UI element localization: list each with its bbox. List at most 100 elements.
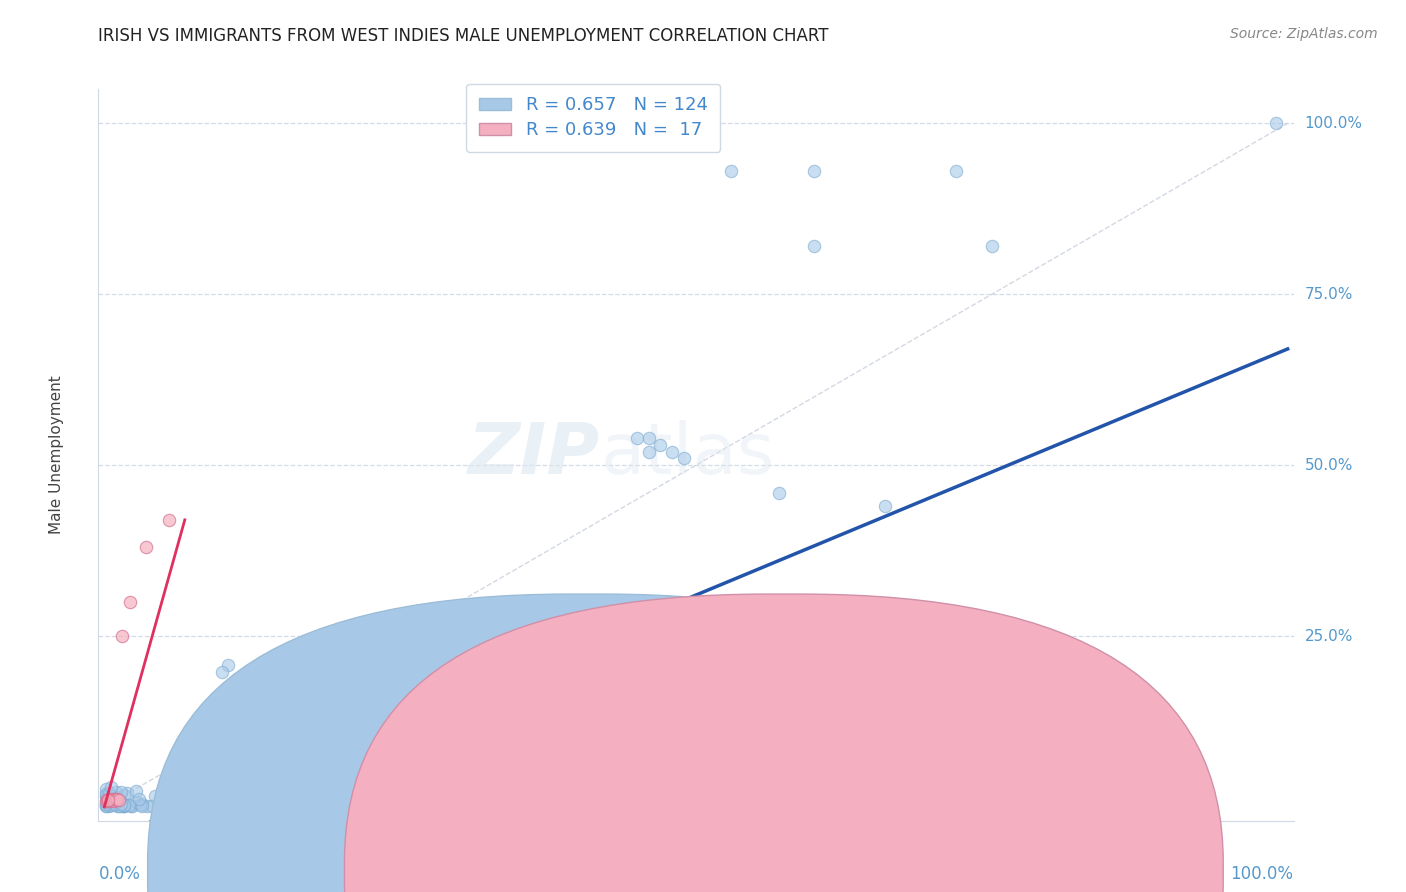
Point	[673, 451, 696, 466]
Point	[94, 797, 117, 811]
Point	[108, 798, 131, 813]
Point	[153, 797, 176, 812]
Point	[111, 629, 134, 643]
Point	[98, 795, 121, 809]
Point	[100, 791, 122, 805]
Text: 25.0%: 25.0%	[1305, 629, 1353, 643]
Point	[353, 704, 375, 718]
Point	[723, 693, 745, 707]
Point	[136, 799, 159, 814]
Text: 50.0%: 50.0%	[1305, 458, 1353, 473]
Point	[127, 795, 149, 809]
Point	[112, 799, 135, 814]
Point	[156, 795, 179, 809]
Point	[105, 793, 128, 807]
Point	[321, 771, 343, 785]
Point	[98, 799, 121, 814]
Text: ZIP: ZIP	[468, 420, 600, 490]
Point	[356, 756, 378, 770]
Point	[97, 795, 120, 809]
Point	[94, 786, 117, 800]
Point	[103, 794, 125, 808]
Point	[128, 797, 150, 812]
Point	[637, 431, 659, 445]
Point	[114, 799, 136, 814]
Point	[104, 791, 127, 805]
Point	[103, 789, 125, 804]
Text: Source: ZipAtlas.com: Source: ZipAtlas.com	[1230, 27, 1378, 41]
Point	[148, 796, 170, 810]
Point	[472, 649, 495, 664]
Point	[803, 239, 825, 253]
Point	[100, 793, 122, 807]
Point	[652, 739, 675, 753]
Point	[543, 595, 565, 609]
Point	[321, 714, 343, 728]
Text: atlas: atlas	[600, 420, 775, 490]
Point	[110, 785, 132, 799]
Point	[307, 731, 329, 746]
Point	[96, 791, 118, 805]
Point	[100, 790, 122, 805]
Point	[637, 444, 659, 458]
Point	[508, 608, 530, 623]
Point	[117, 786, 139, 800]
Point	[366, 687, 388, 701]
Point	[94, 781, 117, 796]
Point	[269, 660, 291, 674]
Point	[101, 797, 124, 811]
Text: Male Unemployment: Male Unemployment	[49, 376, 65, 534]
Point	[131, 797, 153, 812]
Point	[768, 485, 790, 500]
Point	[96, 797, 118, 812]
Point	[720, 164, 742, 178]
Point	[527, 691, 550, 706]
Point	[167, 793, 190, 807]
Point	[94, 797, 117, 812]
Point	[98, 793, 121, 807]
Point	[97, 791, 120, 805]
Text: 75.0%: 75.0%	[1305, 286, 1353, 301]
Point	[103, 795, 125, 809]
Point	[96, 793, 118, 807]
Text: 0.0%: 0.0%	[98, 864, 141, 882]
Point	[145, 789, 167, 803]
Point	[101, 795, 124, 809]
Text: 100.0%: 100.0%	[1230, 864, 1294, 882]
Point	[97, 793, 120, 807]
Point	[105, 799, 128, 814]
Point	[105, 789, 128, 804]
Text: IRISH VS IMMIGRANTS FROM WEST INDIES MALE UNEMPLOYMENT CORRELATION CHART: IRISH VS IMMIGRANTS FROM WEST INDIES MAL…	[98, 27, 830, 45]
Point	[105, 791, 128, 805]
Point	[626, 431, 648, 445]
Point	[330, 718, 353, 732]
Point	[104, 797, 127, 811]
Point	[94, 799, 117, 814]
Point	[105, 785, 128, 799]
Point	[328, 784, 350, 798]
Point	[322, 696, 344, 710]
Text: 100.0%: 100.0%	[1305, 116, 1362, 131]
Point	[1264, 116, 1286, 130]
Point	[135, 540, 157, 554]
Point	[112, 799, 135, 814]
Point	[94, 799, 117, 814]
Point	[108, 796, 131, 810]
Point	[540, 664, 562, 678]
Point	[112, 789, 135, 803]
Point	[425, 663, 447, 677]
Point	[735, 751, 758, 765]
Point	[131, 799, 153, 814]
Point	[112, 798, 135, 813]
Legend: R = 0.657   N = 124, R = 0.639   N =  17: R = 0.657 N = 124, R = 0.639 N = 17	[465, 84, 720, 153]
Point	[392, 773, 415, 788]
Point	[346, 698, 368, 712]
Point	[612, 710, 634, 724]
Point	[97, 791, 120, 805]
Point	[561, 674, 583, 689]
Point	[661, 444, 683, 458]
Point	[101, 789, 124, 803]
Point	[980, 239, 1002, 253]
Point	[217, 658, 239, 673]
Point	[97, 797, 120, 812]
